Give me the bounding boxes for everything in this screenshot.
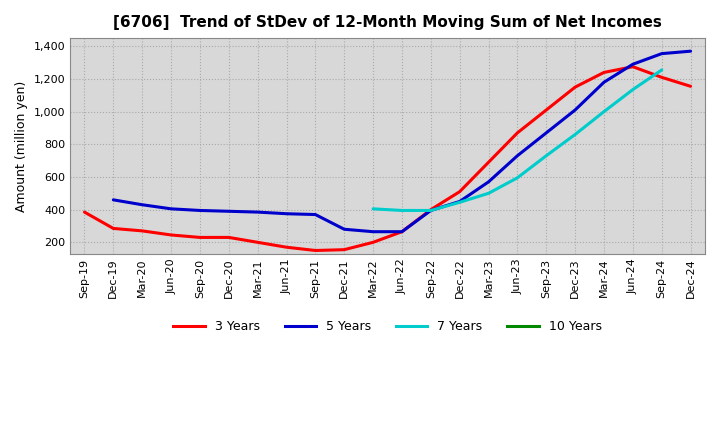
Title: [6706]  Trend of StDev of 12-Month Moving Sum of Net Incomes: [6706] Trend of StDev of 12-Month Moving… — [113, 15, 662, 30]
Y-axis label: Amount (million yen): Amount (million yen) — [15, 81, 28, 212]
Legend: 3 Years, 5 Years, 7 Years, 10 Years: 3 Years, 5 Years, 7 Years, 10 Years — [168, 315, 607, 338]
